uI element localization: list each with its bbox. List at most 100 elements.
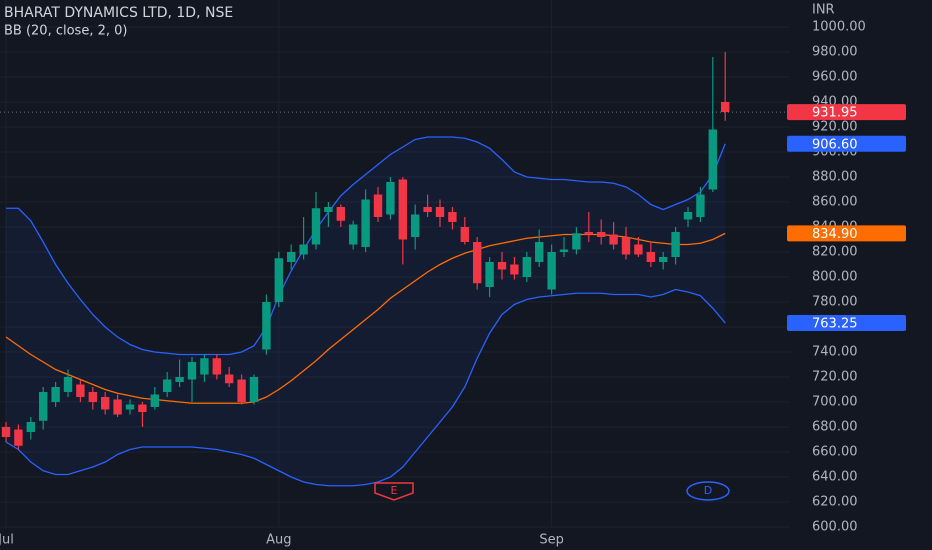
candle-body — [63, 377, 73, 392]
candle-body — [473, 242, 482, 284]
event-label: E — [391, 484, 398, 497]
candle-body — [39, 392, 48, 421]
band-line — [5, 288, 726, 487]
y-tick-label: 640.00 — [812, 470, 858, 485]
event-d[interactable]: D — [686, 481, 730, 501]
candle-body — [535, 242, 544, 262]
candle-body — [485, 262, 494, 287]
x-tick-label: Jul — [0, 533, 14, 548]
candle-body — [559, 249, 569, 252]
price-badge — [787, 135, 906, 152]
candle-body — [237, 379, 246, 402]
candle-body — [225, 374, 234, 384]
candle-body — [597, 232, 606, 237]
event-badge — [686, 481, 730, 501]
candle-body — [510, 264, 519, 275]
price-badge — [787, 225, 906, 242]
y-tick-label: 660.00 — [812, 445, 858, 460]
candle-body — [708, 129, 717, 190]
x-tick-label: Aug — [266, 533, 291, 548]
candle-body — [411, 214, 420, 237]
candle-body — [187, 362, 197, 380]
candle-body — [659, 257, 668, 262]
candle-body — [435, 207, 445, 217]
candle-body — [212, 358, 221, 375]
candle-body — [373, 194, 383, 217]
candle-body — [721, 102, 730, 113]
candle-body — [101, 397, 110, 410]
candle-body — [634, 244, 643, 255]
candle-body — [113, 399, 122, 415]
candle-body — [287, 252, 296, 262]
candle-body — [1, 427, 11, 437]
y-tick-label: 880.00 — [812, 170, 858, 185]
candle-body — [522, 257, 531, 277]
candle-body — [683, 212, 693, 220]
candle-body — [163, 379, 172, 392]
y-tick-label: 620.00 — [812, 495, 858, 510]
y-tick-label: 740.00 — [812, 345, 858, 360]
candle-body — [448, 212, 457, 222]
candle-body — [125, 404, 135, 410]
indicator-label: BB (20, close, 2, 0) — [4, 24, 127, 39]
candle-body — [398, 179, 407, 240]
candle-body — [361, 199, 370, 247]
candle-body — [646, 252, 655, 262]
candle-body — [324, 207, 333, 212]
candle-body — [572, 233, 581, 250]
y-tick-label: 800.00 — [812, 270, 858, 285]
candle-body — [671, 232, 680, 257]
event-badge — [374, 482, 414, 501]
candle-body — [311, 208, 321, 245]
band-fill — [6, 137, 726, 486]
candle-body — [621, 237, 631, 255]
candle-body — [349, 224, 358, 245]
y-tick-label: 860.00 — [812, 195, 858, 210]
y-tick-label: 1000.00 — [812, 20, 866, 35]
candle-body — [150, 394, 159, 407]
candle-body — [386, 182, 395, 215]
event-label: D — [704, 484, 712, 497]
candle-body — [26, 422, 35, 432]
candle-body — [88, 392, 97, 402]
candle-body — [274, 258, 283, 302]
y-tick-label: 600.00 — [812, 520, 858, 535]
candle-body — [584, 232, 593, 235]
price-badge-label: 931.95 — [812, 106, 858, 121]
band-line — [6, 136, 726, 356]
currency-label: INR — [812, 3, 835, 18]
y-tick-label: 960.00 — [812, 70, 858, 85]
candle-body — [299, 244, 308, 255]
candle-body — [423, 207, 432, 212]
candle-body — [336, 207, 345, 221]
candle-body — [609, 234, 618, 245]
y-tick-label: 780.00 — [812, 295, 858, 310]
candle-body — [696, 194, 705, 217]
candle-body — [262, 302, 271, 350]
y-tick-label: 700.00 — [812, 395, 858, 410]
y-tick-label: 920.00 — [812, 120, 858, 135]
price-badge-label: 906.60 — [812, 137, 858, 152]
price-badge-label: 763.25 — [812, 316, 858, 331]
y-tick-label: 680.00 — [812, 420, 858, 435]
candle-body — [175, 377, 184, 382]
y-tick-label: 980.00 — [812, 45, 858, 60]
candle-body — [200, 358, 209, 375]
price-badge — [787, 104, 906, 121]
event-e[interactable]: E — [374, 482, 414, 501]
y-tick-label: 820.00 — [812, 245, 858, 260]
y-tick-label: 720.00 — [812, 370, 858, 385]
chart-title: BHARAT DYNAMICS LTD, 1D, NSE — [4, 5, 233, 21]
candle-body — [249, 377, 259, 402]
candle-body — [14, 429, 23, 446]
candle-body — [51, 387, 60, 402]
candle-body — [497, 262, 507, 270]
price-badge — [787, 314, 906, 331]
candle-body — [76, 384, 85, 397]
price-badge-label: 834.90 — [812, 227, 858, 242]
candle-body — [547, 252, 556, 290]
x-tick-label: Sep — [539, 533, 564, 548]
candle-body — [460, 227, 469, 242]
